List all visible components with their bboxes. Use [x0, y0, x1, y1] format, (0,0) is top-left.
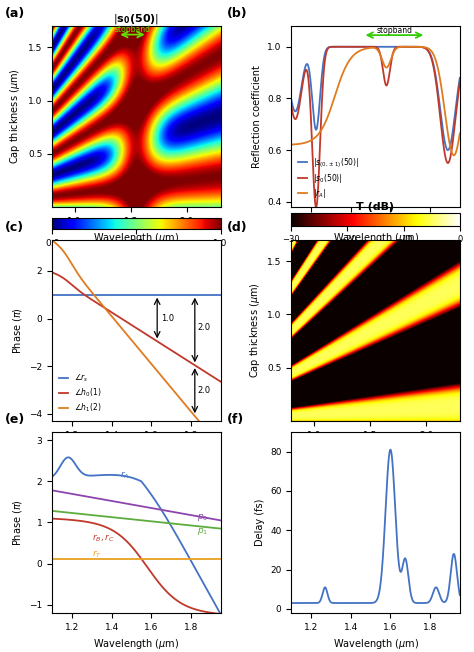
Y-axis label: Phase ($\pi$): Phase ($\pi$)	[11, 307, 24, 354]
$|r_A|$	[409, 43, 415, 51]
Text: $r_T$: $r_T$	[92, 548, 102, 559]
Y-axis label: Reflection coefficient: Reflection coefficient	[252, 65, 262, 168]
$|s_{(0,\pm 1)}(50)|$	[289, 96, 294, 104]
Y-axis label: Cap thickness ($\mu$m): Cap thickness ($\mu$m)	[248, 282, 262, 378]
Text: (c): (c)	[5, 221, 24, 234]
$|r_A|$	[289, 141, 294, 149]
$|s_{(0,\pm 1)}(50)|$	[396, 43, 401, 51]
$|s_0(50)|$	[313, 203, 319, 211]
$|r_A|$	[451, 151, 457, 159]
$|s_0(50)|$	[457, 78, 463, 85]
Y-axis label: Cap thickness ($\mu$m): Cap thickness ($\mu$m)	[9, 68, 22, 164]
X-axis label: Wavelength ($\mu$m): Wavelength ($\mu$m)	[333, 231, 419, 245]
$|s_0(50)|$	[434, 84, 440, 92]
$|r_A|$	[299, 140, 304, 147]
$|s_0(50)|$	[299, 86, 304, 94]
$|s_{(0,\pm 1)}(50)|$	[347, 43, 353, 51]
Text: $r_B, r_C$: $r_B, r_C$	[92, 533, 115, 544]
X-axis label: Wavelength ($\mu$m): Wavelength ($\mu$m)	[333, 445, 419, 459]
Text: stopband: stopband	[115, 25, 151, 33]
Text: (d): (d)	[228, 221, 248, 234]
Text: 2.0: 2.0	[198, 323, 211, 332]
$|s_{(0,\pm 1)}(50)|$	[445, 146, 451, 154]
Legend: $\angle r_s$, $\angle h_0(1)$, $\angle h_1(2)$: $\angle r_s$, $\angle h_0(1)$, $\angle h…	[56, 370, 105, 417]
X-axis label: Wavelength ($\mu$m): Wavelength ($\mu$m)	[93, 445, 179, 459]
X-axis label: Wavelength ($\mu$m): Wavelength ($\mu$m)	[93, 637, 179, 651]
$|s_0(50)|$	[347, 43, 353, 51]
Text: 2.0: 2.0	[198, 386, 211, 395]
$|s_0(50)|$	[417, 43, 422, 51]
$|r_A|$	[391, 49, 396, 57]
$|s_0(50)|$	[391, 46, 397, 54]
Text: (b): (b)	[228, 7, 248, 20]
$|r_A|$	[457, 130, 463, 138]
$|s_{(0,\pm 1)}(50)|$	[391, 43, 397, 51]
Text: 1.0: 1.0	[161, 314, 174, 323]
Legend: $|s_{(0,\pm 1)}(50)|$, $|s_0(50)|$, $|r_A|$: $|s_{(0,\pm 1)}(50)|$, $|s_0(50)|$, $|r_…	[295, 153, 363, 203]
$|r_A|$	[417, 43, 422, 51]
Text: (f): (f)	[228, 413, 245, 426]
Text: (a): (a)	[5, 7, 25, 20]
Title: T (dB): T (dB)	[356, 202, 395, 212]
Title: |$\mathbf{s_0(50)}$|: |$\mathbf{s_0(50)}$|	[113, 12, 159, 26]
X-axis label: Wavelength ($\mu$m): Wavelength ($\mu$m)	[93, 231, 179, 245]
$|s_0(50)|$	[396, 43, 402, 51]
$|s_{(0,\pm 1)}(50)|$	[434, 78, 439, 85]
Line: $|s_0(50)|$: $|s_0(50)|$	[292, 47, 460, 207]
Y-axis label: Delay (fs): Delay (fs)	[255, 499, 264, 546]
$|r_A|$	[386, 60, 392, 68]
$|r_A|$	[396, 43, 401, 51]
Text: stopband: stopband	[376, 26, 412, 35]
$|r_A|$	[434, 59, 439, 67]
Line: $|s_{(0,\pm 1)}(50)|$: $|s_{(0,\pm 1)}(50)|$	[292, 47, 460, 150]
Line: $|r_A|$: $|r_A|$	[292, 47, 460, 155]
$|s_{(0,\pm 1)}(50)|$	[386, 43, 392, 51]
Text: (e): (e)	[5, 413, 25, 426]
Text: $p_1$: $p_1$	[197, 526, 208, 537]
Text: $r_A$: $r_A$	[119, 469, 129, 481]
Text: $p_0$: $p_0$	[197, 512, 208, 523]
Y-axis label: Phase ($\pi$): Phase ($\pi$)	[10, 499, 24, 546]
$|s_0(50)|$	[289, 102, 294, 110]
X-axis label: Wavelength ($\mu$m): Wavelength ($\mu$m)	[333, 637, 419, 651]
$|s_0(50)|$	[387, 68, 392, 76]
$|s_{(0,\pm 1)}(50)|$	[457, 74, 463, 82]
$|s_{(0,\pm 1)}(50)|$	[417, 43, 422, 51]
$|s_{(0,\pm 1)}(50)|$	[299, 82, 304, 89]
